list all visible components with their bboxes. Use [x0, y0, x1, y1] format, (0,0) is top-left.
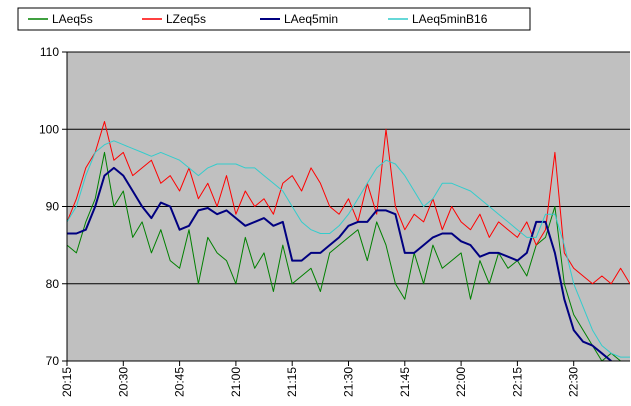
y-tick-label: 80	[46, 277, 60, 291]
series-line	[67, 166, 612, 361]
y-tick-label: 110	[40, 45, 59, 59]
x-tick-label: 22:15	[510, 367, 524, 397]
x-tick-label: 21:00	[229, 367, 243, 397]
x-tick-label: 22:00	[454, 367, 468, 397]
series-line	[67, 121, 630, 285]
x-tick-label: 20:15	[60, 367, 74, 397]
y-tick-label: 90	[46, 200, 60, 214]
legend-label: LAeq5s	[52, 12, 93, 26]
legend-label: LZeq5s	[166, 12, 206, 26]
x-tick-label: 22:30	[567, 367, 581, 397]
legend-label: LAeq5minB16	[412, 12, 488, 26]
x-tick-label: 20:45	[173, 367, 187, 397]
x-tick-label: 21:30	[342, 367, 356, 397]
y-tick-label: 100	[39, 122, 59, 136]
y-tick-label: 70	[46, 354, 60, 368]
legend-label: LAeq5min	[284, 12, 338, 26]
x-tick-label: 20:30	[116, 367, 130, 397]
x-tick-label: 21:15	[285, 367, 299, 397]
x-tick-label: 21:45	[398, 367, 412, 397]
series-line	[67, 140, 630, 358]
